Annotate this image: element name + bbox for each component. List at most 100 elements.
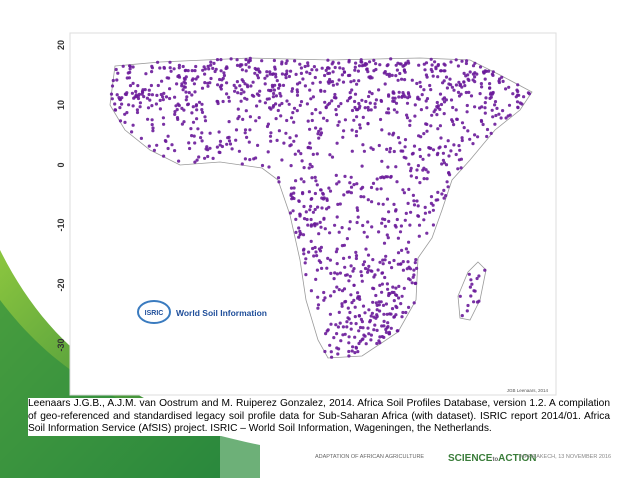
profile-point	[200, 131, 204, 135]
profile-point	[380, 175, 384, 179]
profile-point	[456, 167, 460, 171]
profile-point	[335, 182, 339, 186]
profile-point	[354, 129, 359, 134]
profile-point	[186, 69, 190, 73]
profile-point	[431, 223, 435, 227]
profile-point	[414, 176, 419, 180]
profile-point	[364, 342, 368, 346]
profile-point	[186, 102, 190, 106]
profile-point	[225, 81, 229, 85]
profile-point	[154, 102, 158, 106]
profile-point	[306, 61, 310, 65]
profile-point	[491, 70, 495, 74]
profile-point	[248, 128, 252, 132]
profile-point	[257, 93, 261, 97]
profile-point	[128, 67, 132, 71]
profile-point	[367, 332, 371, 336]
profile-point	[483, 77, 487, 81]
profile-point	[299, 100, 304, 104]
profile-point	[416, 164, 420, 168]
profile-point	[429, 57, 433, 61]
profile-point	[302, 180, 306, 184]
profile-point	[454, 108, 458, 112]
profile-point	[488, 82, 492, 86]
profile-point	[356, 350, 360, 354]
profile-point	[490, 108, 494, 112]
profile-point	[315, 254, 319, 258]
profile-point	[150, 70, 154, 74]
profile-point	[156, 83, 160, 88]
profile-point	[460, 121, 465, 125]
profile-point	[265, 74, 269, 78]
profile-point	[428, 146, 432, 150]
profile-point	[413, 261, 417, 265]
profile-point	[385, 72, 389, 76]
profile-point	[409, 210, 413, 214]
profile-point	[404, 247, 408, 251]
profile-point	[155, 143, 159, 147]
profile-point	[424, 122, 428, 126]
profile-point	[375, 314, 379, 319]
profile-point	[206, 154, 210, 159]
profile-point	[342, 287, 347, 291]
profile-point	[128, 64, 132, 68]
profile-point	[411, 193, 415, 197]
profile-point	[338, 202, 342, 206]
profile-point	[347, 341, 351, 345]
profile-point	[424, 61, 429, 65]
profile-point	[290, 89, 294, 93]
profile-point	[109, 92, 114, 96]
profile-point	[434, 198, 438, 202]
profile-point	[483, 111, 487, 115]
profile-point	[330, 62, 334, 66]
profile-point	[309, 197, 313, 201]
profile-point	[424, 73, 428, 77]
lat-tick-label: 10	[56, 100, 66, 110]
profile-point	[412, 203, 417, 207]
profile-point	[396, 61, 400, 65]
profile-point	[337, 104, 341, 108]
profile-point	[352, 298, 356, 302]
profile-point	[381, 202, 385, 206]
profile-point	[228, 142, 233, 146]
profile-point	[294, 72, 298, 76]
profile-point	[138, 105, 142, 109]
profile-point	[411, 151, 415, 155]
profile-point	[371, 258, 375, 262]
profile-point	[367, 94, 371, 99]
profile-point	[272, 88, 276, 92]
profile-point	[328, 343, 332, 347]
profile-point	[362, 63, 366, 67]
profile-point	[348, 181, 352, 185]
profile-point	[417, 234, 421, 238]
profile-point	[147, 144, 151, 148]
profile-point	[208, 146, 212, 150]
profile-point	[394, 208, 398, 212]
profile-point	[185, 95, 189, 99]
profile-point	[298, 62, 302, 66]
profile-point	[195, 108, 199, 112]
profile-point	[467, 78, 471, 82]
profile-point	[289, 69, 293, 73]
profile-point	[395, 180, 399, 184]
profile-point	[162, 66, 166, 70]
profile-point	[322, 217, 326, 221]
profile-point	[332, 336, 336, 340]
profile-point	[299, 177, 303, 181]
profile-point	[194, 77, 198, 81]
profile-point	[385, 282, 389, 286]
profile-point	[462, 71, 466, 75]
profile-point	[315, 183, 319, 187]
profile-point	[473, 105, 477, 109]
profile-point	[269, 88, 273, 92]
profile-point	[377, 230, 381, 234]
profile-point	[309, 289, 313, 293]
profile-point	[314, 277, 318, 281]
profile-point	[470, 282, 474, 286]
profile-point	[345, 237, 349, 241]
profile-point	[395, 217, 399, 222]
profile-point	[211, 156, 215, 160]
profile-point	[497, 80, 501, 85]
profile-point	[404, 310, 408, 315]
profile-point	[471, 64, 476, 68]
